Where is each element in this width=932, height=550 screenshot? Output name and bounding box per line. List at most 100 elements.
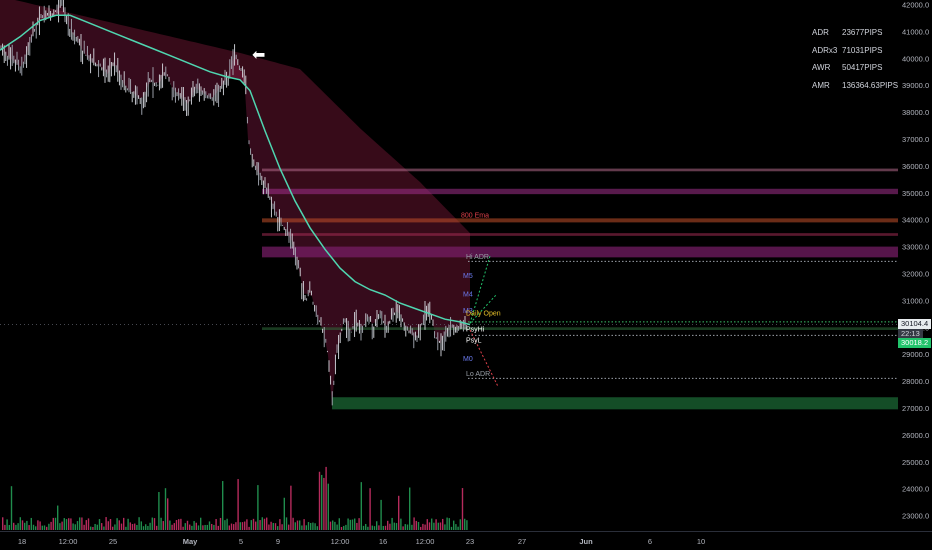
volume-bar <box>360 482 362 530</box>
volume-bar <box>310 522 312 530</box>
projection-lines <box>469 255 499 387</box>
volume-bar <box>301 525 303 530</box>
projection-down <box>469 329 499 387</box>
volume-bar <box>63 518 65 530</box>
volume-bar <box>391 517 393 530</box>
volume-bar <box>17 523 19 530</box>
volume-bar <box>195 522 197 530</box>
volume-bar <box>74 524 76 530</box>
ema-line <box>0 14 471 326</box>
price-tick-label: 38000.0 <box>902 108 929 117</box>
price-tick-label: 39000.0 <box>902 81 929 90</box>
volume-bar <box>415 520 417 530</box>
volume-bar <box>43 525 46 530</box>
volume-bar <box>464 518 466 530</box>
time-tick-label: 9 <box>276 537 280 546</box>
volume-bar <box>349 519 351 530</box>
stat-label: ADR <box>812 28 829 37</box>
volume-bar <box>61 521 63 530</box>
volume-bar <box>274 523 277 530</box>
volume-bar <box>376 521 378 530</box>
volume-bar <box>96 524 98 530</box>
time-tick-label: 25 <box>109 537 117 546</box>
volume-bar <box>327 483 329 530</box>
price-tick-label: 40000.0 <box>902 54 929 63</box>
volume-bar <box>384 525 387 530</box>
volume-bar <box>277 526 279 530</box>
price-tick-label: 28000.0 <box>902 377 929 386</box>
volume-bar <box>233 524 235 530</box>
volume-bar <box>76 521 79 530</box>
volume-bar <box>400 518 402 530</box>
level-label: Lo ADR <box>466 371 490 378</box>
volume-bar <box>30 517 32 530</box>
volume-bar <box>365 523 367 530</box>
volume-bar <box>189 524 191 530</box>
stat-value: 136364.63PIPS <box>842 80 899 90</box>
volume-bar <box>239 522 241 530</box>
volume-bar <box>402 526 404 530</box>
price-zone <box>262 327 898 330</box>
projection-up <box>469 294 497 324</box>
price-tick-label: 32000.0 <box>902 270 929 279</box>
volume-bar <box>409 487 411 530</box>
volume-bar <box>272 522 274 530</box>
volume-bar <box>259 520 261 530</box>
volume-bar <box>314 523 316 530</box>
price-tick-label: 33000.0 <box>902 243 929 252</box>
stat-label: AMR <box>812 80 830 90</box>
volume-bar <box>158 492 160 530</box>
volume-bar <box>354 518 356 530</box>
ema-cloud-area <box>0 0 470 325</box>
volume-bar <box>182 526 184 530</box>
volume-bar <box>151 517 153 530</box>
volume-bar <box>380 499 382 530</box>
volume-bar <box>8 524 10 530</box>
volume-bar <box>411 524 413 530</box>
price-zone <box>332 397 898 410</box>
volume-bar <box>241 522 244 530</box>
time-tick-label: 27 <box>518 537 526 546</box>
volume-bar <box>26 520 28 530</box>
volume-bar <box>373 526 376 530</box>
dotted-levels <box>0 260 898 379</box>
volume-bar <box>307 522 310 530</box>
price-tick-label: 35000.0 <box>902 189 929 198</box>
range-stats-table: ADR 23677PIPS ADRx3 71031PIPS AWR 50417P… <box>812 24 898 94</box>
volume-bar <box>250 520 252 530</box>
volume-bar <box>112 526 114 530</box>
volume-bar <box>147 525 149 530</box>
stat-row-adrx3: ADRx3 71031PIPS <box>812 42 898 60</box>
volume-bar <box>153 518 156 530</box>
volume-bar <box>369 488 371 530</box>
price-tick-label: 25000.0 <box>902 458 929 467</box>
volume-bar <box>299 520 301 530</box>
volume-bar <box>215 519 217 530</box>
volume-bar <box>235 522 237 530</box>
time-tick-label: Jun <box>579 537 593 546</box>
ema-cloud <box>0 0 470 406</box>
volume-bar <box>186 520 189 530</box>
price-zone <box>262 246 898 258</box>
volume-bar <box>329 521 332 530</box>
volume-bar <box>134 523 136 530</box>
volume-bar <box>37 520 39 530</box>
volume-bar <box>387 520 389 530</box>
volume-bar <box>332 520 334 530</box>
volume-bar <box>81 517 83 530</box>
volume-bar <box>424 524 426 530</box>
volume-bar <box>222 481 224 530</box>
volume-bar <box>347 518 349 530</box>
volume-bar <box>116 518 118 530</box>
price-tick-label: 34000.0 <box>902 216 929 225</box>
volume-bar <box>140 521 142 530</box>
volume-bar <box>127 518 129 530</box>
volume-bar <box>338 518 340 530</box>
volume-bar <box>453 520 455 530</box>
price-tick-label: 27000.0 <box>902 404 929 413</box>
volume-bar <box>208 521 211 530</box>
volume-bar <box>21 520 24 530</box>
volume-bar <box>358 518 360 530</box>
volume-bar <box>206 524 208 530</box>
